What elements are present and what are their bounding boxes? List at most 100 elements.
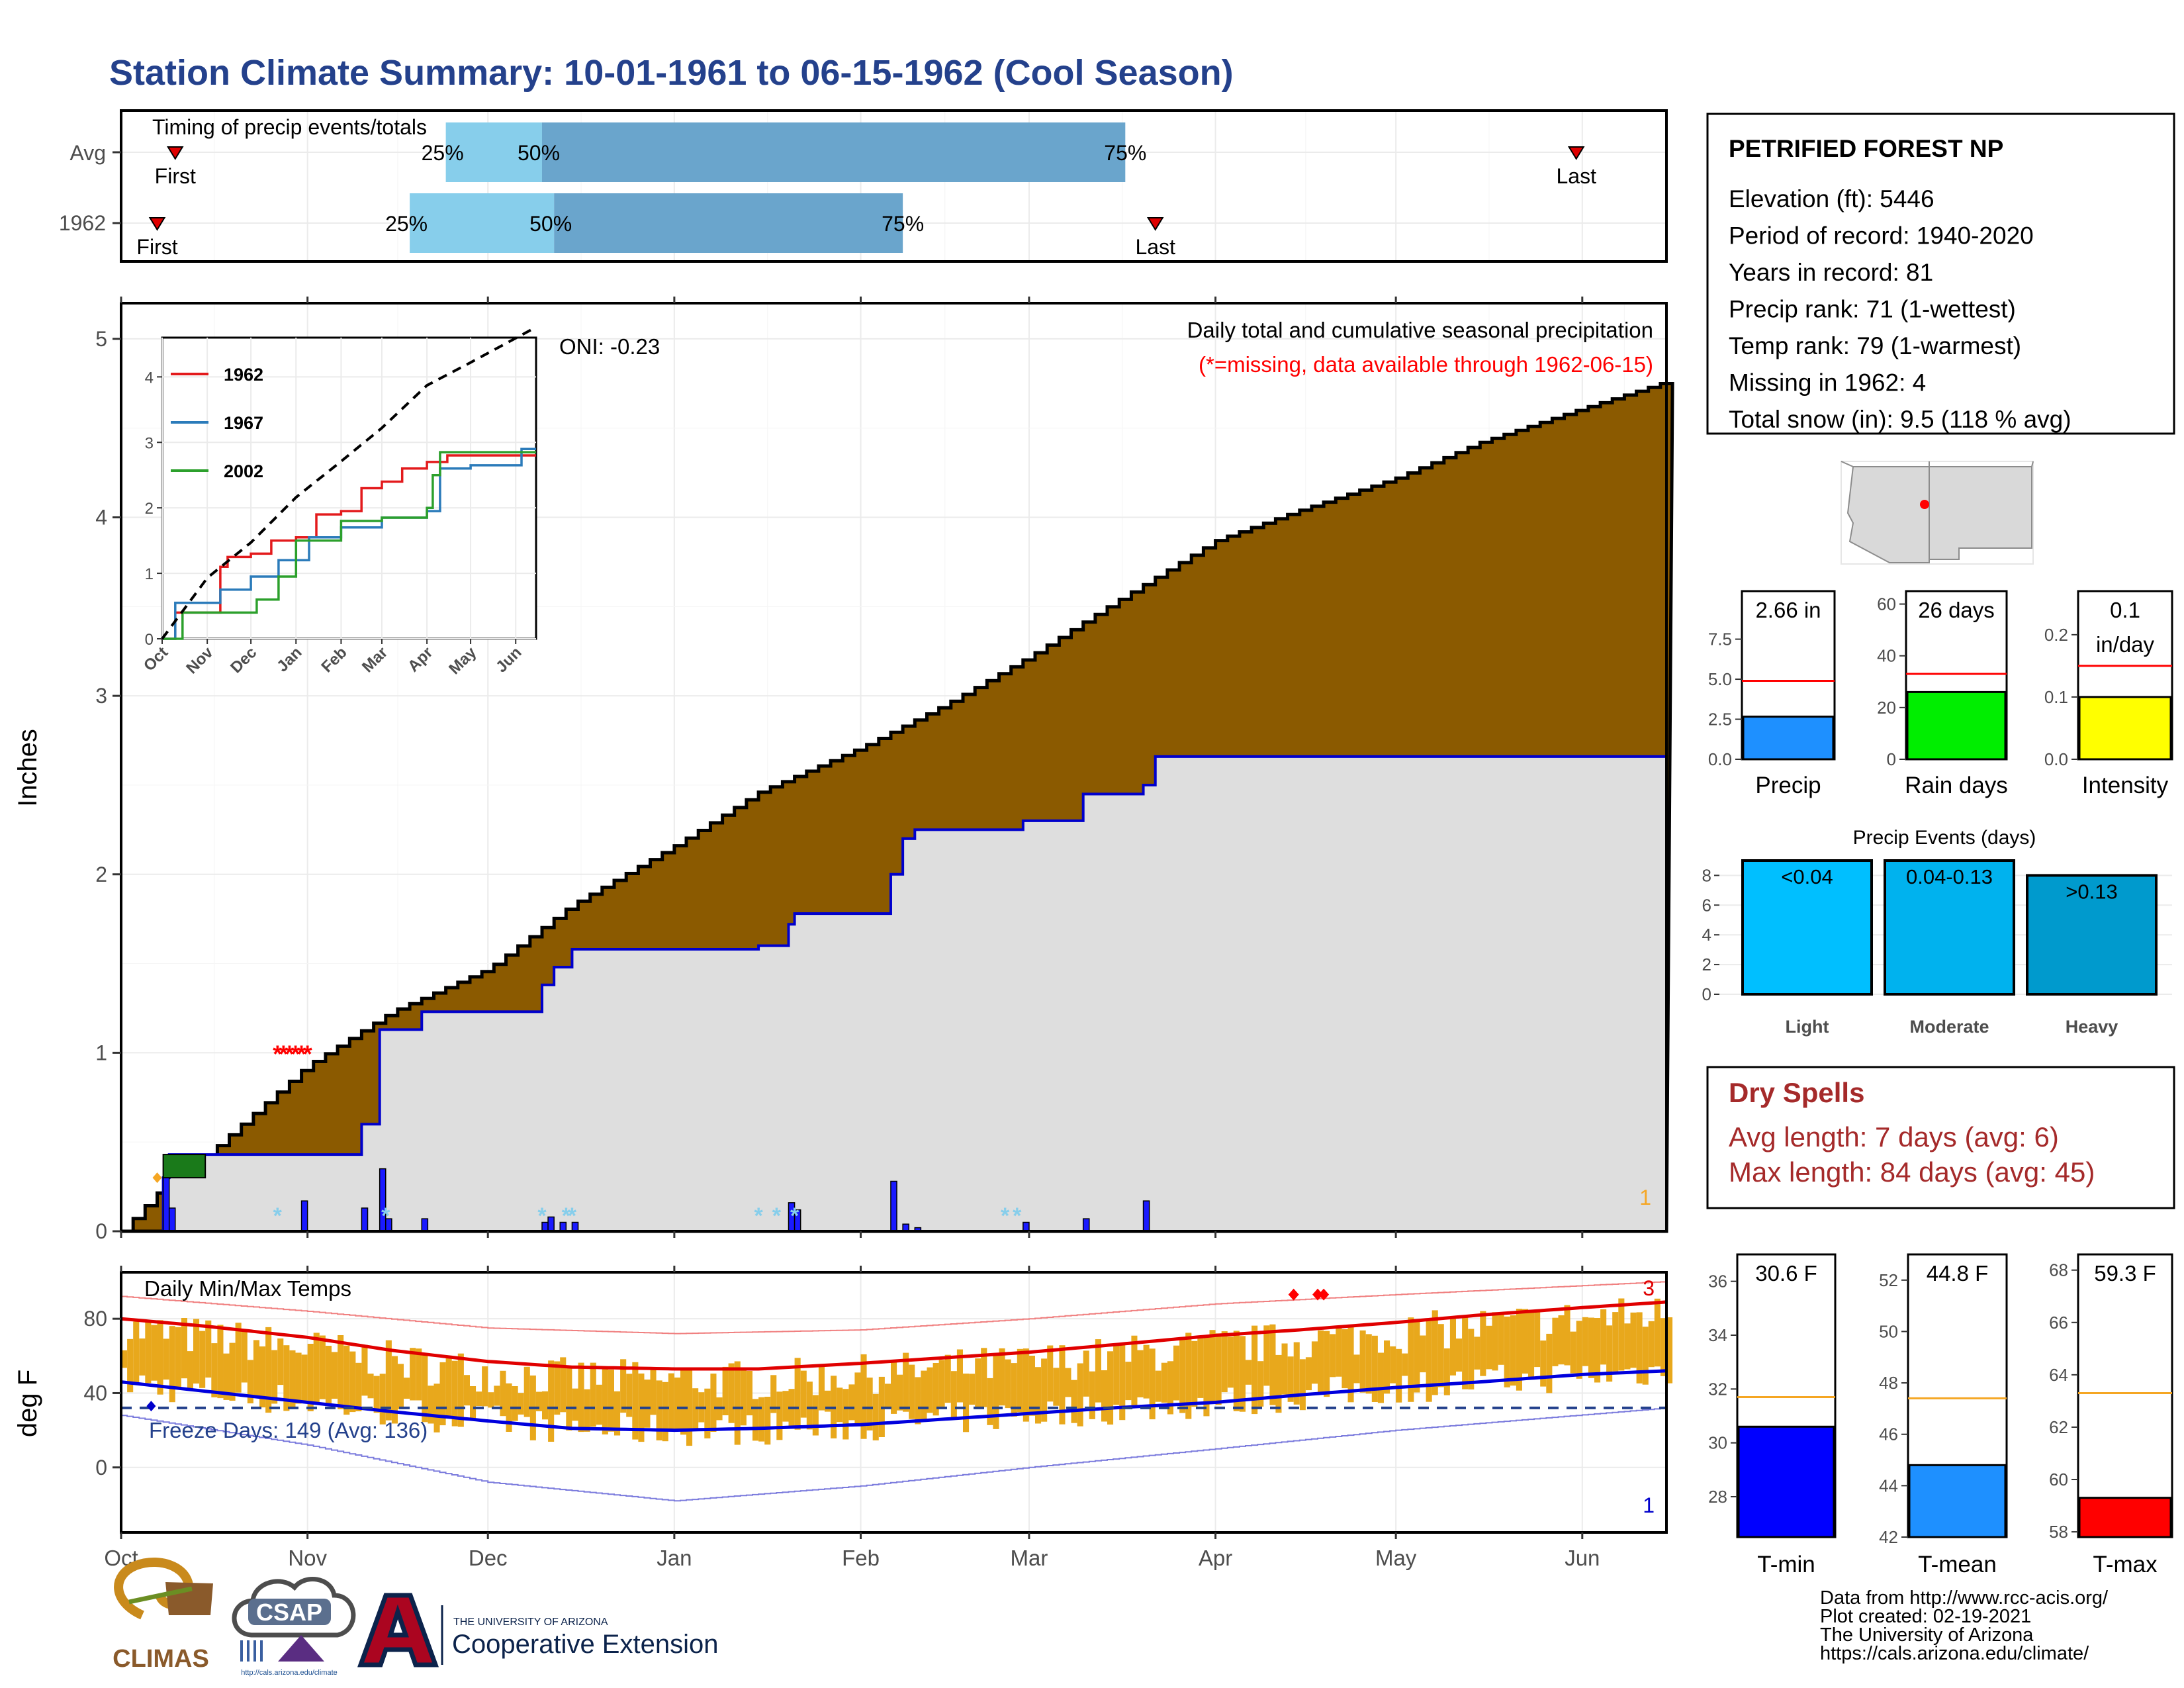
mini-chart-value-label: 44.8 F bbox=[1927, 1261, 1989, 1286]
snow-marker: * bbox=[772, 1203, 782, 1229]
ua-extension-text: Cooperative Extension bbox=[452, 1630, 718, 1659]
station-info-line: Period of record: 1940-2020 bbox=[1729, 222, 2034, 250]
daily-temp-bar bbox=[1071, 1380, 1077, 1423]
daily-temp-bar bbox=[307, 1344, 314, 1411]
temp-ytick-label: 80 bbox=[83, 1307, 107, 1331]
temp-panel-title: Daily Min/Max Temps bbox=[144, 1276, 351, 1301]
mini-chart-bar bbox=[2078, 1497, 2172, 1538]
inset-legend-label: 2002 bbox=[224, 461, 263, 481]
daily-temp-bar bbox=[1437, 1324, 1444, 1387]
daily-temp-bar bbox=[1077, 1363, 1083, 1427]
page-title: Station Climate Summary: 10-01-1961 to 0… bbox=[109, 53, 1234, 93]
mini-chart-intensity: 0.0 0.1 0.2 0.1 in/day Intensity bbox=[2044, 590, 2173, 798]
mini-chart-value-label: in/day bbox=[2096, 632, 2155, 657]
snow-marker: * bbox=[754, 1203, 763, 1229]
daily-temp-bar bbox=[818, 1364, 825, 1411]
daily-temp-bar bbox=[542, 1391, 549, 1420]
daily-temp-bar bbox=[1600, 1309, 1607, 1365]
daily-temp-bar bbox=[265, 1327, 272, 1413]
mini-chart-ytick-label: 52 bbox=[1879, 1270, 1898, 1290]
precip-events-title: Precip Events (days) bbox=[1853, 827, 2036, 849]
daily-temp-bar bbox=[1359, 1330, 1366, 1393]
daily-temp-bar bbox=[1371, 1335, 1378, 1402]
dry-spells-title: Dry Spells bbox=[1729, 1077, 1864, 1108]
mini-chart-ytick-label: 20 bbox=[1877, 698, 1896, 718]
precip-events-ytick-label: 8 bbox=[1702, 865, 1711, 885]
month-label: Dec bbox=[469, 1546, 508, 1570]
daily-temp-bar bbox=[1342, 1329, 1348, 1389]
footer-line-1: Data from http://www.rcc-acis.org/ bbox=[1820, 1587, 2109, 1609]
mini-chart-ytick-label: 34 bbox=[1708, 1325, 1727, 1345]
missing-marker: * bbox=[279, 1040, 288, 1067]
timing-row-avg: Avg bbox=[69, 141, 106, 165]
daily-temp-bar bbox=[500, 1370, 506, 1417]
daily-precip-bar bbox=[890, 1180, 897, 1232]
ua-small-text: THE UNIVERSITY OF ARIZONA bbox=[453, 1617, 608, 1628]
daily-temp-bar bbox=[367, 1374, 374, 1399]
daily-temp-bar bbox=[909, 1364, 915, 1419]
snow-marker: * bbox=[1013, 1203, 1022, 1229]
footer-line-3: The University of Arizona bbox=[1820, 1624, 2034, 1646]
daily-temp-bar bbox=[1209, 1330, 1216, 1403]
daily-temp-bar bbox=[1215, 1333, 1222, 1405]
daily-temp-bar bbox=[338, 1335, 344, 1409]
daily-temp-bar bbox=[590, 1362, 596, 1427]
daily-temp-bar bbox=[506, 1383, 512, 1432]
daily-temp-bar bbox=[229, 1342, 236, 1401]
daily-temp-bar bbox=[656, 1380, 662, 1440]
daily-temp-bar bbox=[1281, 1343, 1288, 1395]
first-event-marker bbox=[148, 217, 166, 231]
first-event-label: First bbox=[136, 235, 177, 259]
daily-temp-bar bbox=[1131, 1335, 1138, 1405]
daily-temp-bar bbox=[1534, 1310, 1541, 1368]
precip-event-bar-label: >0.13 bbox=[2066, 880, 2117, 903]
daily-temp-bar bbox=[241, 1332, 248, 1383]
daily-temp-bar bbox=[584, 1389, 590, 1432]
quartile-label-50: 50% bbox=[518, 141, 560, 165]
daily-temp-bar bbox=[1155, 1370, 1161, 1402]
daily-temp-bar bbox=[1642, 1327, 1649, 1385]
inset-ytick-label: 4 bbox=[145, 369, 154, 387]
mini-chart-t-min: 28 30 32 34 36 30.6 F T-min bbox=[1708, 1253, 1837, 1577]
daily-temp-bar bbox=[1396, 1348, 1402, 1403]
daily-temp-bar bbox=[121, 1350, 128, 1368]
mini-chart-ytick-label: 0.2 bbox=[2044, 625, 2068, 645]
daily-temp-bar bbox=[927, 1367, 933, 1413]
quartile-label-50: 50% bbox=[529, 212, 572, 236]
daily-temp-bar bbox=[1035, 1367, 1042, 1424]
daily-temp-bar bbox=[1594, 1318, 1601, 1383]
daily-temp-bar bbox=[854, 1372, 861, 1426]
state-outline-neighbors bbox=[1841, 461, 2034, 467]
daily-temp-bar bbox=[253, 1340, 259, 1397]
daily-temp-bar bbox=[217, 1325, 224, 1399]
daily-temp-bar bbox=[891, 1361, 897, 1414]
daily-temp-bar bbox=[133, 1321, 140, 1382]
station-name: PETRIFIED FOREST NP bbox=[1729, 135, 2003, 162]
daily-temp-bar bbox=[1510, 1315, 1516, 1386]
university-of-arizona-logo: THE UNIVERSITY OF ARIZONA Cooperative Ex… bbox=[357, 1593, 718, 1667]
quartile-bar-25-50 bbox=[445, 122, 542, 182]
daily-temp-bar bbox=[1287, 1356, 1294, 1402]
daily-temp-bar bbox=[1654, 1298, 1661, 1367]
daily-temp-bar bbox=[1522, 1309, 1528, 1374]
daily-temp-bar bbox=[332, 1352, 338, 1399]
daily-temp-bar bbox=[416, 1348, 422, 1401]
daily-temp-bar bbox=[1311, 1341, 1318, 1384]
temp-ytick-label: 0 bbox=[95, 1456, 107, 1479]
daily-temp-bar bbox=[1275, 1354, 1282, 1413]
mini-chart-ytick-label: 5.0 bbox=[1708, 669, 1732, 689]
precip-event-category: Moderate bbox=[1909, 1017, 1989, 1037]
daily-temp-bar bbox=[199, 1331, 206, 1388]
month-label: Feb bbox=[842, 1546, 880, 1570]
daily-temp-bar bbox=[734, 1361, 741, 1445]
daily-temp-bar bbox=[812, 1395, 819, 1436]
daily-temp-bar bbox=[349, 1351, 356, 1413]
mini-chart-t-mean: 42 44 46 48 50 52 44.8 F T-mean bbox=[1879, 1253, 2008, 1577]
precip-events-ytick-label: 4 bbox=[1702, 925, 1711, 945]
daily-temp-bar bbox=[1107, 1351, 1114, 1425]
daily-temp-bar bbox=[518, 1393, 524, 1415]
daily-temp-bar bbox=[1347, 1325, 1354, 1403]
daily-temp-bar bbox=[944, 1354, 951, 1403]
daily-temp-bar bbox=[608, 1370, 614, 1432]
daily-temp-bar bbox=[692, 1388, 699, 1429]
